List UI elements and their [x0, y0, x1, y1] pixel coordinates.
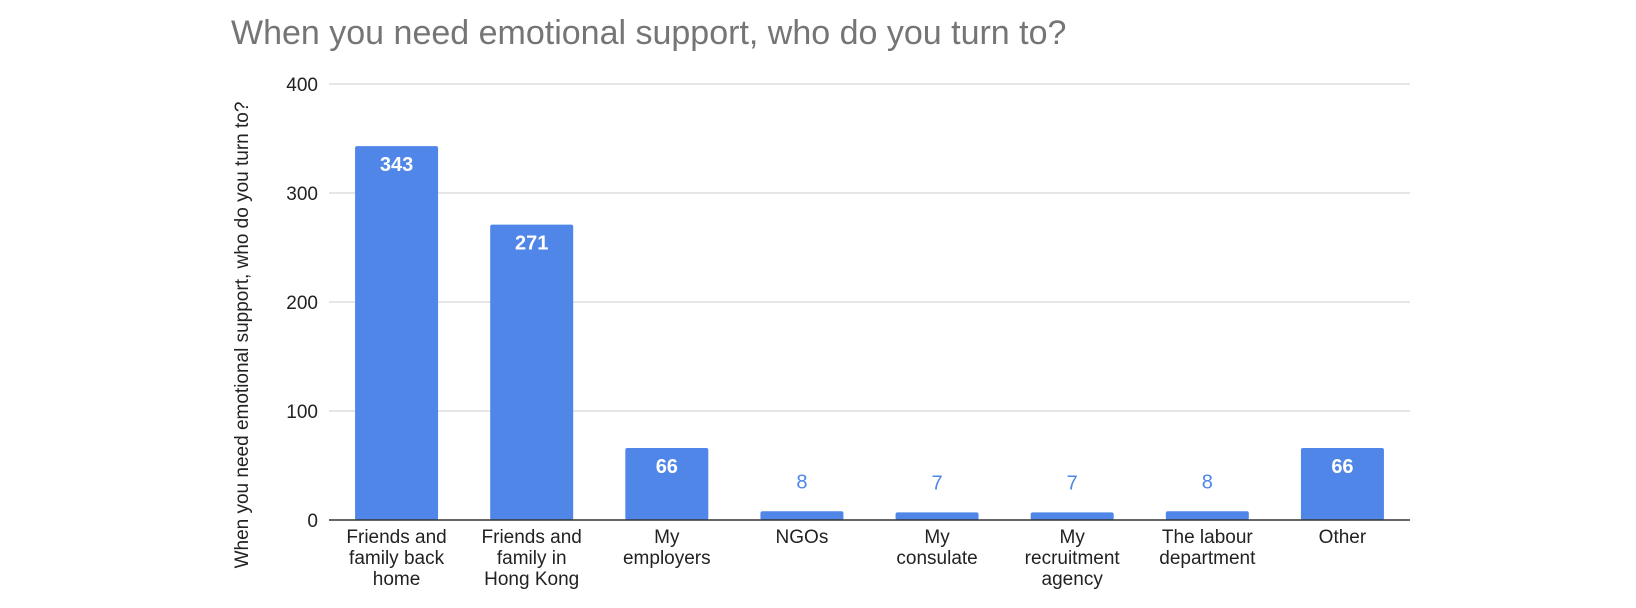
x-tick-label-line: agency — [1042, 569, 1104, 590]
x-tick-label: Friends and family back home — [346, 527, 446, 590]
y-tick-label: 100 — [286, 402, 318, 423]
x-tick-label-line: The labour — [1162, 527, 1254, 548]
x-tick-label: Other — [1319, 527, 1367, 548]
data-label: 7 — [1067, 472, 1078, 494]
data-label: 271 — [515, 233, 548, 255]
y-tick-label: 200 — [286, 293, 318, 314]
bar — [895, 512, 979, 520]
x-tick-label-line: recruitment — [1025, 548, 1121, 569]
x-tick-label-line: department — [1159, 548, 1256, 569]
x-tick-label-line: family in — [497, 548, 567, 569]
chart-title: When you need emotional support, who do … — [231, 14, 1067, 52]
x-tick-label: My employers — [623, 527, 711, 569]
x-tick-label-line: My — [924, 527, 950, 548]
data-label: 343 — [380, 154, 413, 176]
bar — [1300, 448, 1384, 520]
y-tick-label: 0 — [307, 511, 318, 532]
x-tick-label-line: Other — [1319, 527, 1367, 548]
x-tick-label: Friends and family in Hong Kong — [482, 527, 582, 590]
x-tick-label-line: employers — [623, 548, 711, 569]
bar — [625, 448, 709, 520]
x-tick-label-line: My — [654, 527, 680, 548]
x-tick-label-line: family back — [349, 548, 445, 569]
x-tick-label-line: Friends and — [346, 527, 446, 548]
x-tick-label-line: home — [373, 569, 421, 590]
data-label: 8 — [796, 471, 807, 493]
y-tick-label: 300 — [286, 184, 318, 205]
data-label: 66 — [1331, 456, 1353, 478]
bar — [1030, 512, 1114, 520]
x-tick-label: The labour department — [1159, 527, 1256, 569]
x-tick-label-line: Friends and — [482, 527, 582, 548]
data-label: 8 — [1202, 471, 1213, 493]
bar — [355, 146, 439, 520]
data-label: 7 — [932, 472, 943, 494]
x-tick-label-line: consulate — [896, 548, 977, 569]
bar — [760, 511, 844, 520]
x-tick-label-line: My — [1060, 527, 1086, 548]
y-axis-title: When you need emotional support, who do … — [232, 102, 253, 569]
bar — [490, 224, 574, 521]
x-tick-label-line: Hong Kong — [484, 569, 579, 590]
x-tick-label: My consulate — [896, 527, 977, 569]
x-tick-label: NGOs — [776, 527, 829, 548]
data-label: 66 — [656, 456, 678, 478]
y-tick-label: 400 — [286, 75, 318, 96]
bars — [355, 146, 1384, 521]
x-tick-label-line: NGOs — [776, 527, 829, 548]
x-tick-label: My recruitment agency — [1025, 527, 1121, 590]
bar — [1165, 511, 1249, 520]
